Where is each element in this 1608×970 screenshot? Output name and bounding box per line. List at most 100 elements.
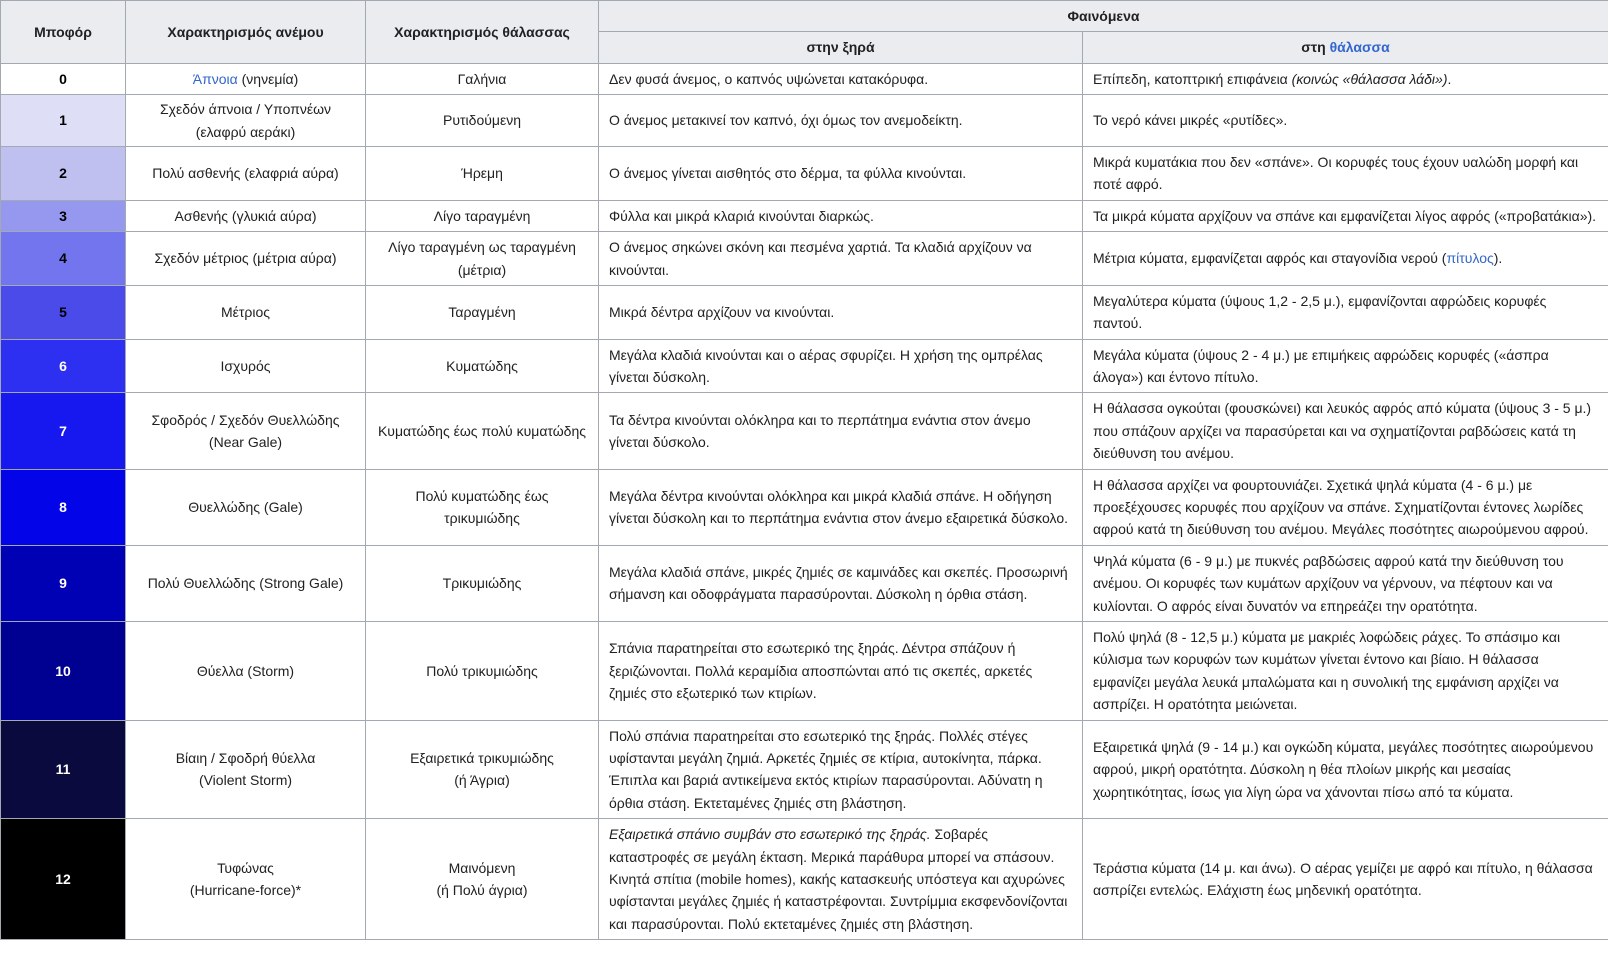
table-body: 0 Άπνοια (νηνεμία) Γαλήνια Δεν φυσά άνεμος,… (0, 62, 1608, 941)
cell-text: Μεγάλα κύματα (ύψους 2 - 4 μ.) με επιμήκ… (1093, 346, 1549, 386)
sea-state-cell: Εξαιρετικά τρικυμιώδης (ή Άγρια) (365, 719, 599, 820)
wind-description-cell: Ασθενής (γλυκιά αύρα) (125, 199, 366, 233)
cell-text: Μικρά δέντρα αρχίζουν να κινούνται. (609, 304, 835, 321)
cell-text: Μεγάλα κλαδιά σπάνε, μικρές ζημιές σε κα… (609, 564, 1068, 603)
pitylos-link[interactable]: πίτυλος (1446, 250, 1494, 267)
cell-text: Το νερό κάνει μικρές «ρυτίδες». (1093, 112, 1288, 129)
cell-text: Τρικυμιώδης (442, 575, 522, 592)
cell-text: Τεράστια κύματα (14 μ. και άνω). Ο αέρας… (1093, 859, 1593, 899)
cell-text: Μεγάλα δέντρα κινούνται ολόκληρα και μικ… (609, 487, 1068, 527)
italic-text: Εξαιρετικά σπάνιο συμβάν στο εσωτερικό τ… (609, 826, 931, 843)
land-effects-cell: Σπάνια παρατηρείται στο εσωτερικό της ξη… (598, 620, 1083, 721)
sea-effects-cell: Εξαιρετικά ψηλά (9 - 14 μ.) και ογκώδη κ… (1082, 719, 1608, 820)
beaufort-number-cell: 0 (0, 62, 126, 96)
header-row-main: Μποφόρ Χαρακτηρισμός ανέμου Χαρακτηρισμό… (0, 0, 1608, 64)
cell-text: Μεγαλύτερα κύματα (ύψους 1,2 - 2,5 μ.), … (1093, 292, 1547, 332)
sea-effects-cell: Ψηλά κύματα (6 - 9 μ.) με πυκνές ραβδώσε… (1082, 544, 1608, 622)
cell-text: Σοβαρές καταστροφές σε μεγάλη έκταση. Με… (609, 826, 1068, 932)
header-sub-sea: στη θάλασσα (1082, 31, 1608, 64)
cell-text: Πολύ ασθενής (ελαφριά αύρα) (152, 165, 339, 182)
cell-text: Η θάλασσα αρχίζει να φουρτουνιάζει. Σχετ… (1093, 476, 1589, 538)
cell-text: Εξαιρετικά τρικυμιώδης (ή Άγρια) (410, 749, 554, 789)
land-effects-cell: Ο άνεμος σηκώνει σκόνη και πεσμένα χαρτι… (598, 231, 1083, 286)
cell-text: Πολύ σπάνια παρατηρείται στο εσωτερικό τ… (609, 727, 1043, 811)
table-row: 10 Θύελλα (Storm) Πολύ τρικυμιώδης Σπάνια π… (0, 620, 1608, 721)
table-row: 0 Άπνοια (νηνεμία) Γαλήνια Δεν φυσά άνεμος,… (0, 62, 1608, 96)
cell-text: Κυματώδης (446, 357, 518, 374)
cell-text: Λίγο ταραγμένη (433, 207, 531, 224)
cell-text: Σχεδόν μέτριος (μέτρια αύρα) (154, 250, 337, 267)
beaufort-number-cell: 9 (0, 544, 126, 622)
table-row: 7 Σφοδρός / Σχεδόν Θυελλώδης (Near Gale) Κ… (0, 392, 1608, 470)
beaufort-number-cell: 7 (0, 392, 126, 470)
land-effects-cell: Μεγάλα δέντρα κινούνται ολόκληρα και μικ… (598, 468, 1083, 546)
sea-effects-cell: Η θάλασσα ογκούται (φουσκώνει) και λευκό… (1082, 392, 1608, 470)
beaufort-number-cell: 8 (0, 468, 126, 546)
wind-description-cell: Θύελλα (Storm) (125, 620, 366, 721)
sea-state-cell: Πολύ κυματώδης έως τρικυμιώδης (365, 468, 599, 546)
wind-description-cell: Τυφώνας (Hurricane-force)* (125, 818, 366, 941)
cell-text: Θύελλα (Storm) (196, 662, 295, 679)
cell-text: Ταραγμένη (448, 304, 516, 321)
sea-effects-cell: Επίπεδη, κατοπτρική επιφάνεια (κοινώς «θ… (1082, 62, 1608, 96)
cell-text: Σχεδόν άπνοια / Υποπνέων (ελαφρύ αεράκι) (159, 101, 332, 140)
cell-text: Τα μικρά κύματα αρχίζουν να σπάνε και εμ… (1093, 207, 1597, 224)
sea-state-cell: Ρυτιδούμενη (365, 94, 599, 147)
cell-text: Μεγάλα κλαδιά κινούνται και ο αέρας σφυρ… (609, 346, 1043, 386)
sea-effects-cell: Τεράστια κύματα (14 μ. και άνω). Ο αέρας… (1082, 818, 1608, 941)
sea-effects-cell: Το νερό κάνει μικρές «ρυτίδες». (1082, 94, 1608, 147)
sea-effects-cell: Μεγάλα κύματα (ύψους 2 - 4 μ.) με επιμήκ… (1082, 338, 1608, 394)
beaufort-number-cell: 12 (0, 818, 126, 941)
cell-text: Ο άνεμος γίνεται αισθητός στο δέρμα, τα … (609, 165, 967, 182)
cell-text: Σφοδρός / Σχεδόν Θυελλώδης (Near Gale) (151, 411, 340, 451)
sea-state-cell: Κυματώδης (365, 338, 599, 394)
sea-state-cell: Ήρεμη (365, 145, 599, 201)
header-sub-land: στην ξηρά (598, 31, 1083, 64)
sea-state-cell: Μαινόμενη (ή Πολύ άγρια) (365, 818, 599, 941)
land-effects-cell: Τα δέντρα κινούνται ολόκληρα και το περπ… (598, 392, 1083, 470)
header-sea: Χαρακτηρισμός θάλασσας (365, 0, 599, 64)
land-effects-cell: Μεγάλα κλαδιά σπάνε, μικρές ζημιές σε κα… (598, 544, 1083, 622)
land-effects-cell: Ο άνεμος γίνεται αισθητός στο δέρμα, τα … (598, 145, 1083, 201)
beaufort-number-cell: 6 (0, 338, 126, 394)
land-effects-cell: Πολύ σπάνια παρατηρείται στο εσωτερικό τ… (598, 719, 1083, 820)
italic-text: (κοινώς «θάλασσα λάδι») (1291, 70, 1448, 87)
beaufort-number-cell: 1 (0, 94, 126, 147)
beaufort-number-cell: 3 (0, 199, 126, 233)
cell-text: Ήρεμη (461, 165, 503, 182)
wind-description-cell: Πολύ Θυελλώδης (Strong Gale) (125, 544, 366, 622)
land-effects-cell: Φύλλα και μικρά κλαριά κινούνται διαρκώς… (598, 199, 1083, 233)
sea-state-cell: Ταραγμένη (365, 284, 599, 340)
wind-description-cell: Θυελλώδης (Gale) (125, 468, 366, 546)
sea-state-cell: Λίγο ταραγμένη (365, 199, 599, 233)
sea-state-cell: Τρικυμιώδης (365, 544, 599, 622)
cell-text: Γαλήνια (457, 70, 507, 87)
cell-text: Σπάνια παρατηρείται στο εσωτερικό της ξη… (609, 640, 1033, 701)
thalassa-link[interactable]: θάλασσα (1329, 39, 1390, 56)
cell-text: Θυελλώδης (Gale) (188, 499, 303, 516)
beaufort-number-cell: 11 (0, 719, 126, 820)
beaufort-number-cell: 4 (0, 231, 126, 286)
apnoia-link[interactable]: Άπνοια (192, 70, 238, 87)
wind-description-cell: Σφοδρός / Σχεδόν Θυελλώδης (Near Gale) (125, 392, 366, 470)
cell-text: Τα δέντρα κινούνται ολόκληρα και το περπ… (609, 411, 1031, 451)
cell-text: Λίγο ταραγμένη ως ταραγμένη (μέτρια) (388, 239, 576, 278)
land-effects-cell: Ο άνεμος μετακινεί τον καπνό, όχι όμως τ… (598, 94, 1083, 147)
beaufort-number-cell: 5 (0, 284, 126, 340)
cell-text: Μέτριος (220, 304, 271, 321)
beaufort-scale-table: Μποφόρ Χαρακτηρισμός ανέμου Χαρακτηρισμό… (0, 0, 1608, 941)
cell-text: Βίαιη / Σφοδρή θύελλα (Violent Storm) (175, 749, 316, 789)
table-row: 12 Τυφώνας (Hurricane-force)* Μαινόμενη (ή… (0, 818, 1608, 941)
cell-text: Ρυτιδούμενη (443, 112, 521, 129)
sea-effects-cell: Πολύ ψηλά (8 - 12,5 μ.) κύματα με μακριέ… (1082, 620, 1608, 721)
cell-text: (νηνεμία) (237, 70, 299, 87)
cell-text: Ο άνεμος σηκώνει σκόνη και πεσμένα χαρτι… (609, 239, 1032, 278)
header-wind: Χαρακτηρισμός ανέμου (125, 0, 366, 64)
table-row: 3 Ασθενής (γλυκιά αύρα) Λίγο ταραγμένη Φύλλ… (0, 199, 1608, 233)
cell-text: Πολύ ψηλά (8 - 12,5 μ.) κύματα με μακριέ… (1093, 628, 1561, 713)
sea-state-cell: Πολύ τρικυμιώδης (365, 620, 599, 721)
sea-state-cell: Λίγο ταραγμένη ως ταραγμένη (μέτρια) (365, 231, 599, 286)
wind-description-cell: Άπνοια (νηνεμία) (125, 62, 366, 96)
header-row-sub: στην ξηρά στη θάλασσα (1, 31, 1608, 64)
land-effects-cell: Μεγάλα κλαδιά κινούνται και ο αέρας σφυρ… (598, 338, 1083, 394)
